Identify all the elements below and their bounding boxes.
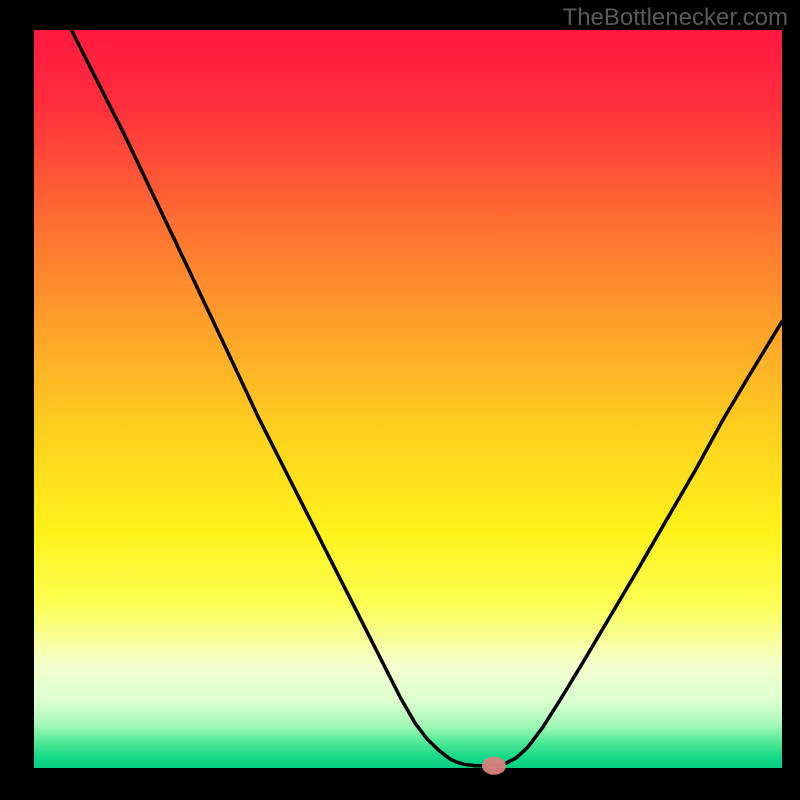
watermark-text: TheBottlenecker.com bbox=[563, 4, 788, 32]
current-config-marker bbox=[482, 757, 506, 775]
plot-background bbox=[34, 30, 782, 768]
bottleneck-chart bbox=[0, 0, 800, 800]
chart-root: { "canvas": { "width": 800, "height": 80… bbox=[0, 0, 800, 800]
